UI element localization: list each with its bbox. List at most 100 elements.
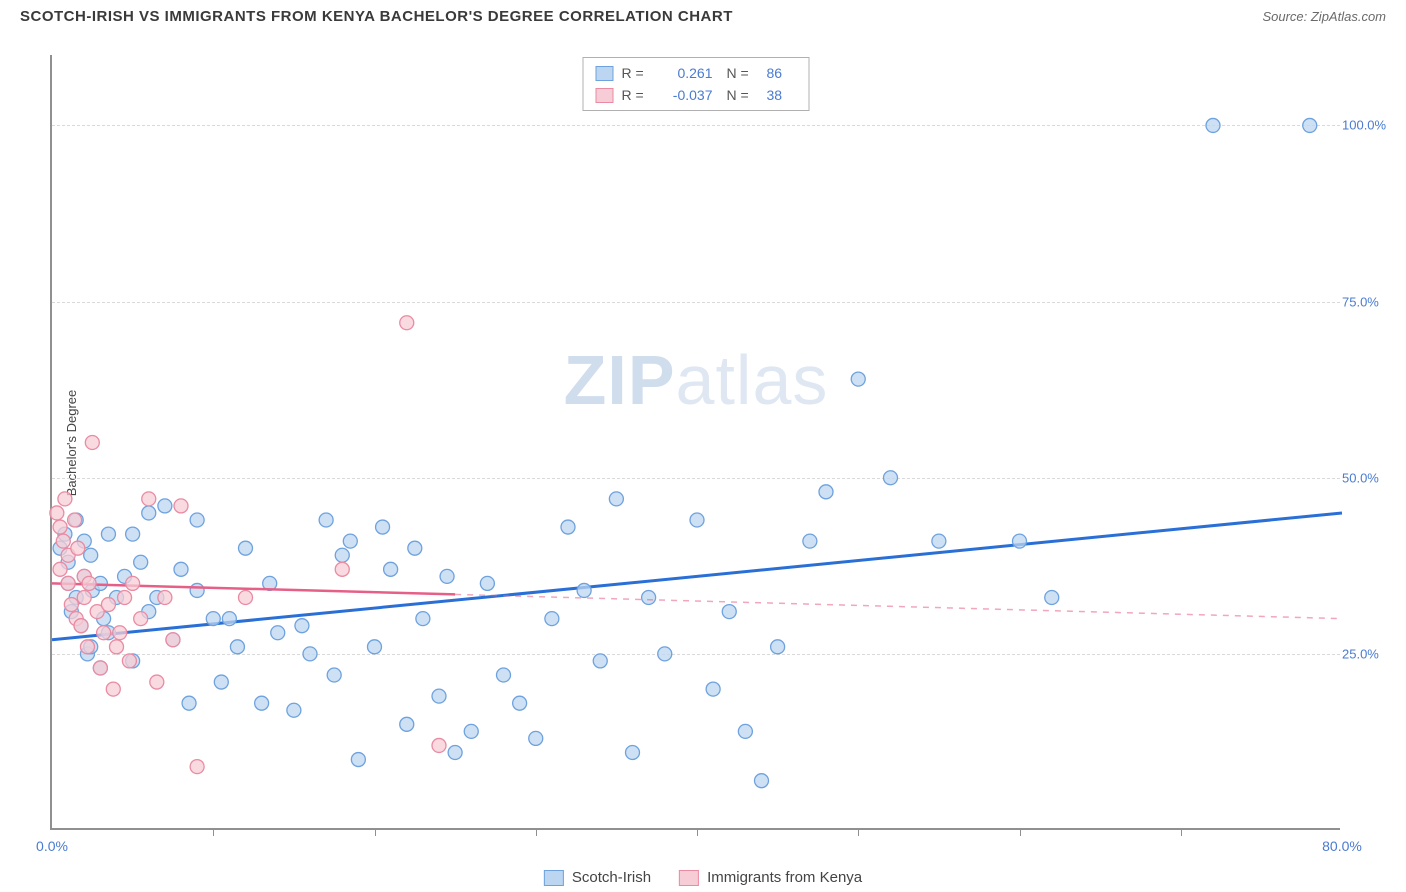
data-point [464,724,478,738]
data-point [642,591,656,605]
data-point [71,541,85,555]
data-point [126,576,140,590]
data-point [113,626,127,640]
data-point [368,640,382,654]
data-point [577,583,591,597]
chart-container: Bachelor's Degree ZIPatlas R =0.261N =86… [50,55,1380,830]
data-point [53,562,67,576]
data-point [448,746,462,760]
data-point [101,527,115,541]
data-point [271,626,285,640]
data-point [932,534,946,548]
legend-r-value: 0.261 [658,62,713,84]
data-point [190,760,204,774]
data-point [85,436,99,450]
data-point [214,675,228,689]
plot-area: ZIPatlas R =0.261N =86R =-0.037N =38 25.… [50,55,1340,830]
data-point [56,534,70,548]
data-point [706,682,720,696]
data-point [529,731,543,745]
legend-n-label: N = [727,84,759,106]
data-point [658,647,672,661]
data-point [432,738,446,752]
data-point [74,619,88,633]
data-point [593,654,607,668]
data-point [134,555,148,569]
data-point [690,513,704,527]
data-point [351,753,365,767]
data-point [239,591,253,605]
data-point [93,661,107,675]
data-point [287,703,301,717]
data-point [64,598,78,612]
data-point [150,675,164,689]
data-point [53,520,67,534]
legend-row: R =0.261N =86 [596,62,797,84]
data-point [1045,591,1059,605]
data-point [561,520,575,534]
data-point [106,682,120,696]
data-point [335,548,349,562]
data-point [400,316,414,330]
data-point [222,612,236,626]
legend-r-label: R = [622,62,650,84]
chart-title: SCOTCH-IRISH VS IMMIGRANTS FROM KENYA BA… [20,8,733,25]
data-point [376,520,390,534]
data-point [142,492,156,506]
y-tick-label: 100.0% [1342,118,1390,133]
data-point [319,513,333,527]
data-point [239,541,253,555]
legend-swatch [596,88,614,103]
scatter-svg [52,55,1342,830]
data-point [416,612,430,626]
data-point [432,689,446,703]
data-point [206,612,220,626]
data-point [803,534,817,548]
legend-label: Scotch-Irish [572,869,651,886]
data-point [343,534,357,548]
data-point [80,640,94,654]
data-point [158,591,172,605]
data-point [110,640,124,654]
legend-r-value: -0.037 [658,84,713,106]
data-point [118,591,132,605]
data-point [819,485,833,499]
data-point [50,506,64,520]
legend-n-value: 38 [767,84,797,106]
legend-swatch [544,870,564,886]
data-point [142,506,156,520]
data-point [255,696,269,710]
data-point [513,696,527,710]
data-point [174,562,188,576]
data-point [84,548,98,562]
data-point [158,499,172,513]
data-point [61,576,75,590]
data-point [166,633,180,647]
legend-row: R =-0.037N =38 [596,84,797,106]
legend-item: Immigrants from Kenya [679,869,862,886]
data-point [480,576,494,590]
data-point [190,513,204,527]
data-point [884,471,898,485]
legend-item: Scotch-Irish [544,869,651,886]
data-point [182,696,196,710]
data-point [545,612,559,626]
data-point [126,527,140,541]
regression-line-dashed [455,594,1342,618]
data-point [134,612,148,626]
legend-correlation: R =0.261N =86R =-0.037N =38 [583,57,810,111]
legend-swatch [679,870,699,886]
data-point [384,562,398,576]
data-point [68,513,82,527]
data-point [77,591,91,605]
data-point [303,647,317,661]
data-point [1013,534,1027,548]
y-tick-label: 75.0% [1342,294,1390,309]
data-point [295,619,309,633]
source-label: Source: ZipAtlas.com [1262,9,1386,24]
data-point [771,640,785,654]
regression-line [52,513,1342,640]
data-point [738,724,752,738]
data-point [97,626,111,640]
legend-n-label: N = [727,62,759,84]
